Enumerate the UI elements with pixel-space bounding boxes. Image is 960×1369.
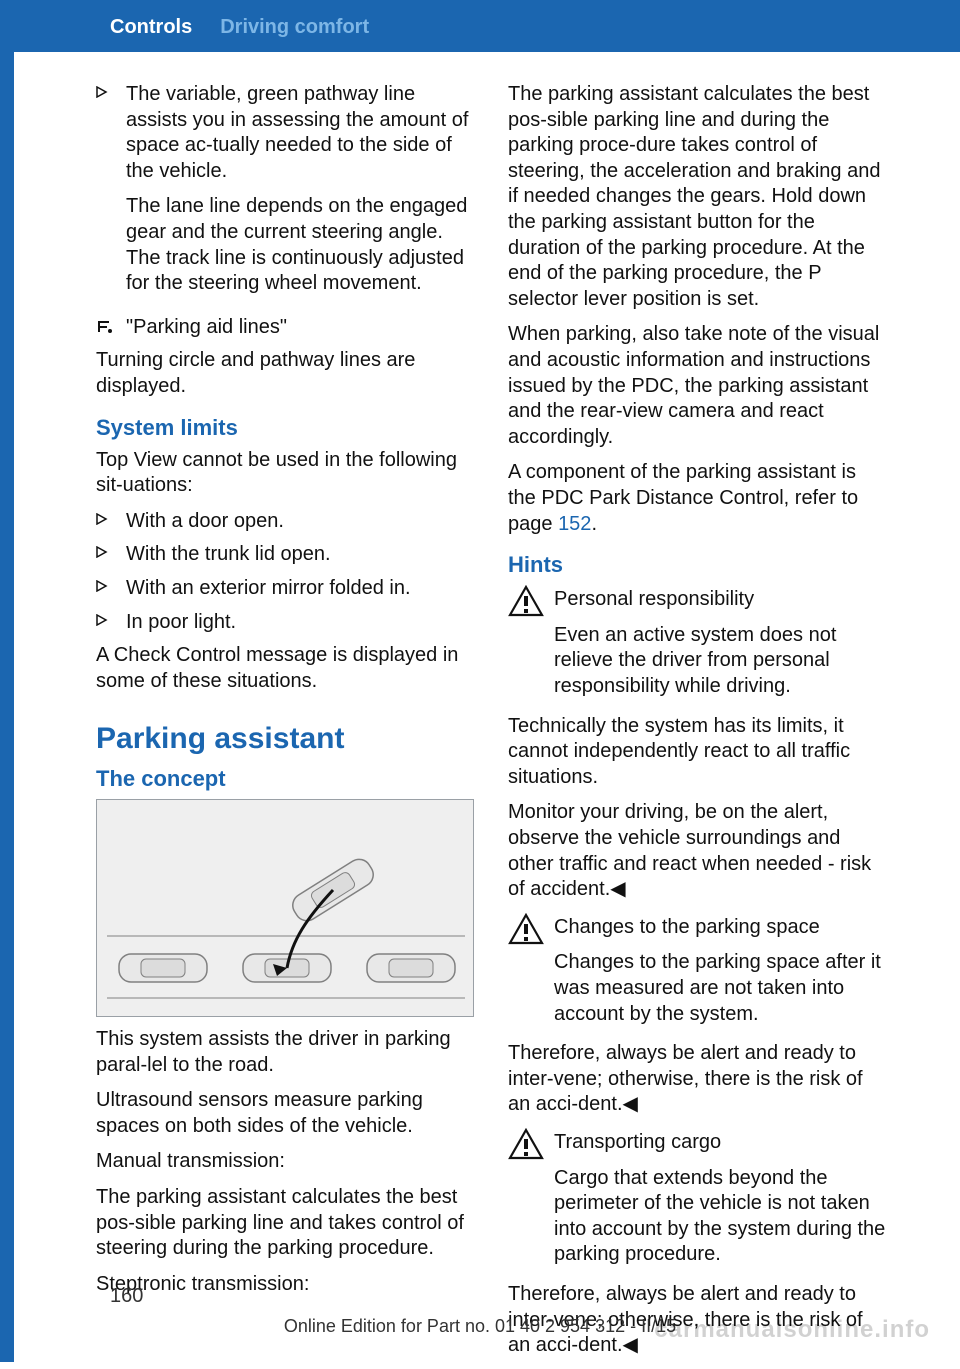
left-column: The variable, green pathway line assists…: [96, 82, 474, 1369]
heading-parking-assistant: Parking assistant: [96, 720, 474, 758]
body-text: A component of the parking assistant is …: [508, 460, 886, 537]
list-item: With an exterior mirror folded in.: [96, 576, 474, 602]
body-text: Technically the system has its limits, i…: [508, 714, 886, 791]
heading-hints: Hints: [508, 551, 886, 579]
body-text: Cargo that extends beyond the perimeter …: [554, 1166, 886, 1268]
note-icon: [96, 315, 116, 341]
body-text: Turning circle and pathway lines are dis…: [96, 348, 474, 399]
symbol-line: "Parking aid lines": [96, 315, 474, 341]
body-text: Manual transmission:: [96, 1149, 474, 1175]
watermark: carmanualsonline.info: [654, 1315, 930, 1346]
bullet-text: The variable, green pathway line assists…: [126, 82, 474, 307]
body-text: Top View cannot be used in the following…: [96, 448, 474, 499]
tab-controls: Controls: [110, 15, 192, 41]
body-text: The parking assistant calculates the bes…: [508, 82, 886, 312]
warning-block: Personal responsibility Even an active s…: [508, 585, 886, 709]
body-text: Therefore, always be alert and ready to …: [508, 1041, 886, 1118]
warning-block: Changes to the parking space Changes to …: [508, 913, 886, 1037]
triangle-icon: [96, 576, 112, 602]
body-text: With a door open.: [126, 509, 474, 535]
body-text: With the trunk lid open.: [126, 542, 474, 568]
header-tabs: Controls Driving comfort: [0, 0, 960, 41]
page-body: The variable, green pathway line assists…: [96, 82, 886, 1369]
body-text: A Check Control message is displayed in …: [96, 643, 474, 694]
page-number: 160: [110, 1284, 143, 1310]
body-text-span: .: [591, 513, 597, 535]
list-item: With a door open.: [96, 509, 474, 535]
body-text: Even an active system does not relieve t…: [554, 623, 886, 700]
triangle-icon: [96, 610, 112, 636]
body-text: When parking, also take note of the visu…: [508, 322, 886, 450]
triangle-icon: [96, 542, 112, 568]
body-text: The parking assistant calculates the bes…: [96, 1185, 474, 1262]
parking-diagram-svg: [97, 800, 474, 1017]
body-text: This system assists the driver in parkin…: [96, 1027, 474, 1078]
triangle-icon: [96, 509, 112, 535]
bullet-pathway: The variable, green pathway line assists…: [96, 82, 474, 307]
body-text: In poor light.: [126, 610, 474, 636]
parking-diagram: [96, 799, 474, 1017]
body-text: Ultrasound sensors measure parking space…: [96, 1088, 474, 1139]
list-item: In poor light.: [96, 610, 474, 636]
tab-driving-comfort: Driving comfort: [220, 15, 369, 41]
triangle-icon: [96, 82, 112, 307]
body-text: Steptronic transmission:: [96, 1272, 474, 1298]
heading-the-concept: The concept: [96, 765, 474, 793]
header-bar: Controls Driving comfort: [0, 0, 960, 52]
warning-icon: [508, 585, 544, 617]
list-item: With the trunk lid open.: [96, 542, 474, 568]
body-text: The variable, green pathway line assists…: [126, 82, 474, 184]
body-text: Monitor your driving, be on the alert, o…: [508, 800, 886, 902]
left-blue-strip: [0, 0, 14, 1362]
body-text: With an exterior mirror folded in.: [126, 576, 474, 602]
warning-icon: [508, 1128, 544, 1160]
body-text: The lane line depends on the engaged gea…: [126, 194, 474, 296]
warning-title: Personal responsibility: [554, 587, 886, 613]
body-text: Changes to the parking space after it wa…: [554, 950, 886, 1027]
warning-icon: [508, 913, 544, 945]
right-column: The parking assistant calculates the bes…: [508, 82, 886, 1369]
page-link-152[interactable]: 152: [558, 513, 591, 535]
heading-system-limits: System limits: [96, 414, 474, 442]
warning-title: Transporting cargo: [554, 1130, 886, 1156]
body-text: "Parking aid lines": [126, 315, 474, 341]
warning-block: Transporting cargo Cargo that extends be…: [508, 1128, 886, 1278]
warning-title: Changes to the parking space: [554, 915, 886, 941]
